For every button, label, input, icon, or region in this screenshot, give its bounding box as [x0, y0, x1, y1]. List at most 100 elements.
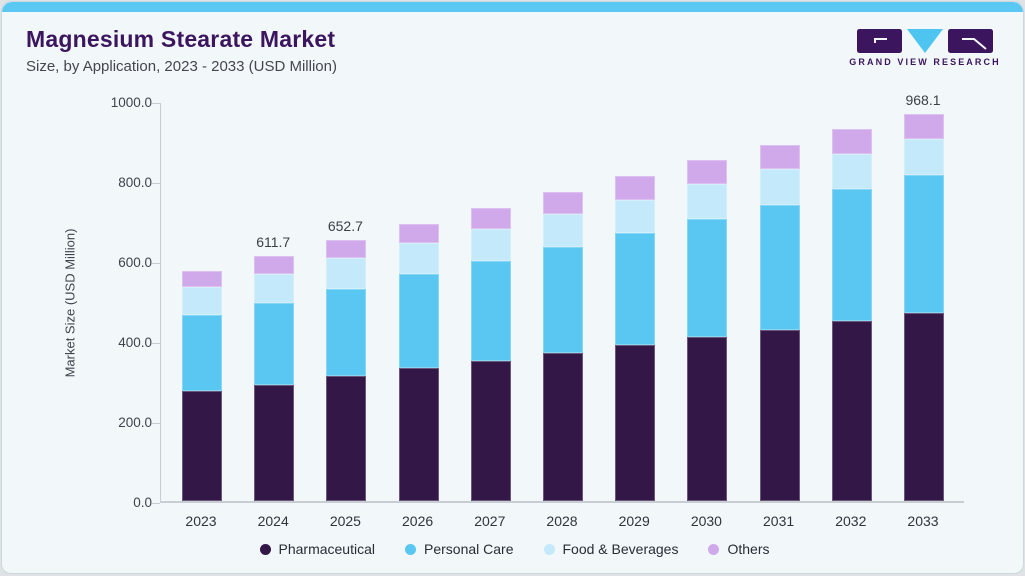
bar-segment-food-beverages: [182, 287, 222, 316]
bar-segment-food-beverages: [470, 228, 511, 261]
card-top-accent-bar: [2, 2, 1023, 12]
bar-segment-personal-care: [759, 204, 800, 330]
bar-segment-personal-care: [831, 189, 872, 322]
y-tick-label: 1000.0: [110, 95, 152, 110]
bar-segment-pharmaceutical: [470, 360, 511, 501]
bar-segment-pharmaceutical: [326, 375, 367, 501]
bar-segment-others: [759, 144, 800, 169]
x-tick-label-2025: 2025: [329, 513, 361, 529]
bar-segment-others: [615, 175, 656, 200]
bar-segment-personal-care: [326, 288, 367, 376]
bar-segment-pharmaceutical: [182, 391, 222, 501]
bar-value-label-2033: 968.1: [905, 91, 941, 108]
y-tick-mark: [152, 423, 160, 424]
legend-dot: [259, 543, 271, 555]
bar-segment-food-beverages: [904, 138, 944, 175]
x-tick-label-2030: 2030: [690, 513, 722, 529]
bar-segment-food-beverages: [398, 242, 439, 274]
x-tick-label-2028: 2028: [546, 513, 578, 529]
bar-2033: [904, 113, 944, 501]
bar-2023: [182, 271, 222, 501]
chart-subtitle: Size, by Application, 2023 - 2033 (USD M…: [26, 58, 337, 75]
bar-segment-others: [470, 207, 511, 229]
legend-label: Pharmaceutical: [278, 541, 376, 557]
y-tick-mark: [152, 503, 160, 504]
y-tick-mark: [152, 103, 160, 104]
bar-2027: [470, 207, 511, 501]
legend-dot: [405, 543, 416, 555]
bar-segment-personal-care: [904, 175, 944, 313]
bar-segment-others: [831, 129, 872, 154]
bar-segment-food-beverages: [254, 273, 295, 303]
chart-title: Magnesium Stearate Market: [26, 26, 336, 52]
legend-label: Food & Beverages: [562, 541, 679, 557]
y-tick-mark: [152, 343, 160, 344]
bar-segment-personal-care: [182, 315, 222, 392]
bar-segment-others: [398, 224, 439, 243]
y-tick-label: 400.0: [118, 335, 152, 350]
y-axis-label: Market Size (USD Million): [62, 228, 78, 378]
legend: Pharmaceutical Personal Care Food & Bevera…: [2, 541, 1023, 557]
grand-view-research-logo: GRAND VIEW RESEARCH: [849, 29, 1001, 67]
legend-label: Personal Care: [424, 541, 514, 557]
bar-segment-personal-care: [398, 273, 439, 369]
legend-item-food-beverages: Food & Beverages: [543, 541, 679, 557]
y-tick-label: 800.0: [118, 175, 152, 190]
bar-segment-food-beverages: [759, 168, 800, 205]
plot-area: [160, 103, 964, 503]
bar-2031: [759, 144, 800, 501]
bar-segment-food-beverages: [326, 258, 367, 289]
x-tick-label-2026: 2026: [402, 513, 434, 529]
bar-segment-pharmaceutical: [904, 312, 944, 501]
bar-value-label-2025: 652.7: [327, 217, 363, 234]
bar-value-label-2024: 611.7: [256, 234, 291, 251]
bar-segment-pharmaceutical: [759, 329, 800, 501]
bar-segment-others: [182, 271, 222, 288]
bar-segment-food-beverages: [543, 214, 583, 248]
legend-item-others: Others: [708, 541, 769, 557]
bar-segment-others: [254, 256, 295, 274]
bar-2025: [326, 239, 367, 501]
y-tick-mark: [152, 263, 160, 264]
bar-segment-food-beverages: [615, 199, 656, 233]
logo-r-mark-icon: [948, 29, 993, 53]
bar-segment-pharmaceutical: [831, 321, 872, 501]
bar-2026: [398, 224, 439, 501]
legend-item-personal-care: Personal Care: [405, 541, 514, 557]
y-tick-label: 0.0: [133, 495, 152, 510]
x-tick-label-2027: 2027: [474, 513, 506, 529]
logo-g-mark-icon: [857, 29, 902, 53]
bar-2024: [254, 256, 295, 501]
legend-label: Others: [727, 541, 770, 557]
bar-segment-pharmaceutical: [615, 345, 656, 501]
bar-segment-others: [326, 239, 367, 259]
bar-segment-pharmaceutical: [254, 384, 295, 501]
bar-2029: [615, 175, 656, 501]
bar-segment-personal-care: [543, 247, 583, 353]
bar-segment-food-beverages: [687, 184, 728, 219]
x-tick-label-2031: 2031: [763, 513, 795, 529]
bar-segment-pharmaceutical: [687, 336, 728, 501]
y-tick-mark: [152, 183, 160, 184]
x-tick-label-2023: 2023: [185, 513, 217, 529]
legend-item-pharmaceutical: Pharmaceutical: [259, 541, 376, 557]
x-tick-label-2024: 2024: [257, 513, 289, 529]
bar-segment-personal-care: [470, 260, 511, 361]
bar-segment-personal-care: [687, 218, 728, 337]
y-tick-label: 200.0: [118, 415, 152, 430]
bar-2028: [543, 191, 583, 501]
x-tick-label-2032: 2032: [835, 513, 867, 529]
logo-v-triangle-icon: [907, 29, 943, 53]
bar-segment-personal-care: [254, 302, 295, 385]
logo-wordmark: GRAND VIEW RESEARCH: [849, 57, 1001, 67]
bar-segment-pharmaceutical: [543, 352, 583, 501]
logo-marks: [857, 29, 993, 53]
bar-segment-others: [687, 160, 728, 185]
bar-segment-food-beverages: [831, 153, 872, 190]
legend-dot: [543, 543, 555, 555]
x-tick-label-2033: 2033: [907, 513, 939, 529]
bar-segment-others: [543, 191, 583, 215]
